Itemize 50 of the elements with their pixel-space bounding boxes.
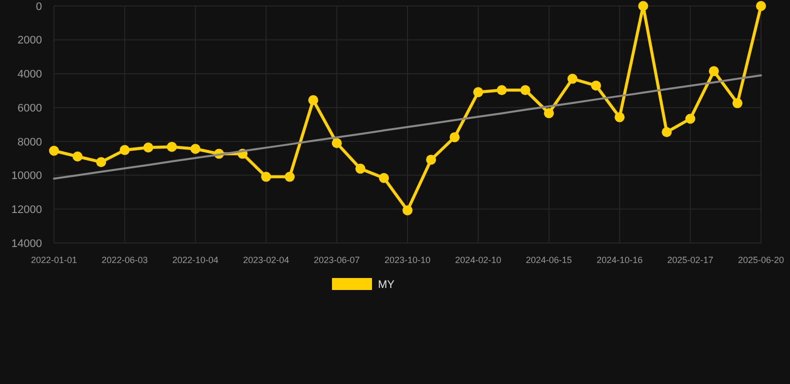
point	[591, 80, 602, 91]
x-tick-label: 2024-06-15	[526, 255, 572, 265]
point	[96, 157, 106, 168]
point	[567, 74, 578, 84]
point	[261, 172, 272, 182]
point	[308, 95, 318, 106]
y-tick-label: 14000	[11, 238, 42, 250]
x-tick-label: 2022-01-01	[30, 255, 78, 265]
point	[402, 205, 412, 216]
point	[166, 142, 177, 152]
point	[332, 138, 342, 148]
y-tick-label: 2000	[18, 34, 42, 47]
x-tick-label: 2024-02-10	[455, 255, 502, 265]
point	[662, 127, 672, 138]
x-tick-label: 2023-10-10	[384, 255, 431, 265]
point	[355, 164, 366, 174]
y-tick-label: 12000	[11, 204, 42, 216]
point	[450, 132, 460, 142]
x-tick-label: 2023-02-04	[243, 255, 290, 265]
x-tick-label: 2022-06-03	[102, 255, 148, 265]
y-tick-label: 10000	[11, 170, 42, 182]
point	[120, 145, 130, 156]
point	[496, 85, 507, 96]
point	[638, 1, 648, 11]
point	[520, 85, 530, 96]
point	[685, 114, 696, 124]
y-tick-label: 6000	[18, 102, 42, 114]
x-tick-label: 2023-06-07	[314, 255, 360, 265]
x-tick-label: 2025-06-20	[738, 255, 784, 265]
y-tick-label: 4000	[18, 68, 42, 81]
point	[473, 87, 484, 98]
x-tick-label: 2025-02-17	[667, 255, 714, 265]
y-tick-label: 0	[36, 0, 42, 13]
point	[732, 98, 742, 108]
point	[284, 172, 295, 182]
point	[708, 66, 719, 76]
x-tick-label: 2022-10-04	[172, 255, 218, 265]
point	[544, 108, 554, 118]
legend-label: MY	[378, 278, 396, 291]
point	[190, 144, 200, 154]
point	[72, 151, 83, 162]
x-tick-label: 2024-10-16	[596, 255, 643, 265]
line-series	[53, 74, 762, 180]
point	[143, 142, 154, 153]
point	[49, 146, 59, 156]
point	[614, 112, 625, 122]
point	[378, 172, 389, 183]
point	[756, 1, 766, 11]
point	[426, 154, 436, 165]
y-tick-label: 8000	[18, 136, 42, 148]
